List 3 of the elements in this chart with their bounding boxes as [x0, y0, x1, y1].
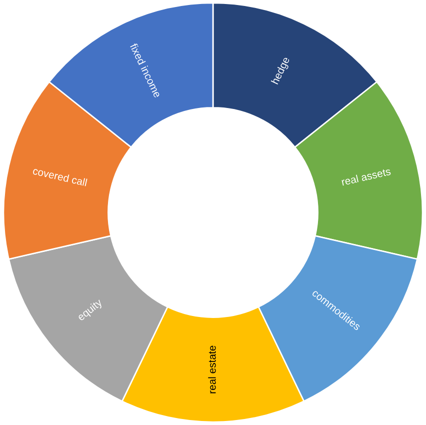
slice-label: covered call	[32, 166, 88, 186]
slice-label: real assets	[341, 167, 391, 186]
slice-label: real estate	[208, 346, 216, 394]
